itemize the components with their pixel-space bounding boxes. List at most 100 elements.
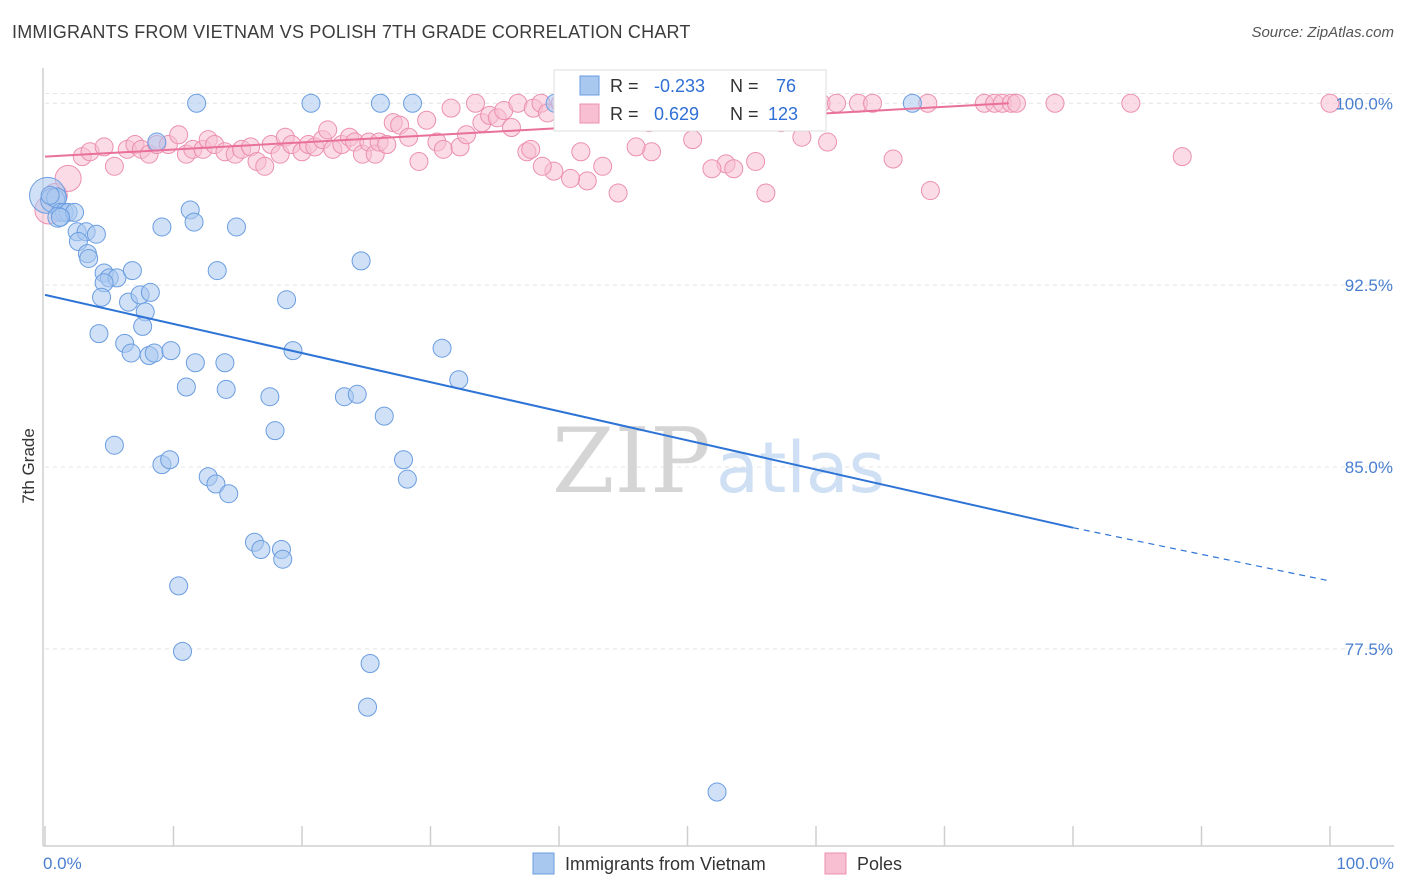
poles-point-92 — [863, 93, 883, 113]
poles-point-49 — [433, 139, 453, 159]
vietnam-point-45 — [374, 406, 394, 426]
poles-point-119 — [702, 159, 722, 179]
vietnam-point-44 — [347, 384, 367, 404]
vietnam-point-29 — [144, 343, 164, 363]
poles-point-111 — [920, 181, 940, 201]
poles-point-113 — [532, 156, 552, 176]
poles-point-100 — [1121, 93, 1141, 113]
watermark-zip: ZIP — [552, 409, 711, 514]
poles-point-33 — [318, 120, 338, 140]
poles-point-109 — [756, 183, 776, 203]
legend-r-label-pink: R = — [610, 104, 639, 124]
poles-point-13 — [169, 125, 189, 145]
poles-point-98 — [1006, 93, 1026, 113]
grid-lines — [45, 93, 1392, 650]
x-tick-label-100: 100.0% — [1336, 854, 1394, 873]
poles-point-6 — [104, 156, 124, 176]
vietnam-point-19 — [92, 287, 112, 307]
poles-point-42 — [377, 134, 397, 154]
vietnam-point-27 — [121, 343, 141, 363]
chart-source: Source: ZipAtlas.com — [1251, 24, 1394, 41]
bottom-legend-swatch-poles — [824, 852, 847, 875]
poles-trendline — [44, 102, 1009, 158]
poles-point-52 — [456, 125, 476, 145]
vietnam-point-73 — [147, 132, 167, 152]
vietnam-point-48 — [397, 469, 417, 489]
bottom-legend-swatch-vietnam — [532, 852, 555, 875]
vietnam-point-47 — [394, 450, 414, 470]
vietnam-point-32 — [215, 353, 235, 373]
legend-r-label-blue: R = — [610, 76, 639, 96]
legend-swatch-pink — [579, 103, 600, 124]
vietnam-point-61 — [273, 549, 293, 569]
vietnam-point-34 — [216, 379, 236, 399]
y-axis-title: 7th Grade — [19, 428, 38, 504]
poles-point-50 — [441, 98, 461, 118]
vietnam-point-75 — [40, 185, 60, 205]
vietnam-point-50 — [449, 370, 469, 390]
vietnam-point-49 — [432, 338, 452, 358]
y-tick-label-1: 92.5% — [1345, 276, 1393, 295]
vietnam-point-36 — [184, 212, 204, 232]
vietnam-point-74 — [50, 207, 70, 227]
vietnam-point-13 — [79, 248, 99, 268]
vietnam-point-17 — [122, 261, 142, 281]
vietnam-point-66 — [707, 782, 727, 802]
vietnam-point-22 — [140, 282, 160, 302]
poles-point-53 — [465, 93, 485, 113]
vietnam-point-59 — [251, 539, 271, 559]
poles-point-118 — [683, 130, 703, 150]
vietnam-trendline-extension — [1072, 527, 1331, 582]
vietnam-point-37 — [152, 217, 172, 237]
stats-legend: R = -0.233 N = 76 R = 0.629 N = 123 — [553, 69, 827, 132]
legend-n-value-pink: 123 — [768, 104, 798, 124]
legend-r-value-pink: 0.629 — [654, 104, 699, 124]
poles-point-107 — [724, 159, 744, 179]
vietnam-point-64 — [360, 653, 380, 673]
poles-point-114 — [561, 168, 581, 188]
poles-point-122 — [818, 132, 838, 152]
poles-point-47 — [417, 110, 437, 130]
poles-point-115 — [571, 142, 591, 162]
poles-point-112 — [521, 139, 541, 159]
watermark: ZIP atlas — [552, 409, 885, 514]
vietnam-point-25 — [89, 324, 109, 344]
legend-n-value-blue: 76 — [776, 76, 796, 96]
vietnam-point-40 — [277, 290, 297, 310]
poles-point-117 — [626, 137, 646, 157]
y-tick-label-3: 77.5% — [1345, 640, 1393, 659]
vietnam-point-54 — [160, 450, 180, 470]
poles-point-116 — [593, 156, 613, 176]
vietnam-point-56 — [206, 474, 226, 494]
poles-point-99 — [1045, 93, 1065, 113]
vietnam-point-51 — [351, 251, 371, 271]
vietnam-point-31 — [185, 353, 205, 373]
legend-n-label-pink: N = — [730, 104, 759, 124]
vietnam-point-68 — [301, 93, 321, 113]
y-tick-label-2: 85.0% — [1345, 458, 1393, 477]
poles-point-103 — [577, 171, 597, 191]
chart-title: IMMIGRANTS FROM VIETNAM VS POLISH 7TH GR… — [12, 22, 691, 42]
vietnam-point-69 — [370, 93, 390, 113]
y-tick-labels: 100.0% 92.5% 85.0% 77.5% — [1335, 94, 1393, 659]
vietnam-point-24 — [133, 316, 153, 336]
legend-r-value-blue: -0.233 — [654, 76, 705, 96]
poles-point-90 — [827, 93, 847, 113]
vietnam-point-33 — [176, 377, 196, 397]
poles-point-24 — [255, 156, 275, 176]
y-tick-label-0: 100.0% — [1335, 94, 1393, 113]
poles-point-108 — [746, 151, 766, 171]
poles-point-58 — [501, 118, 521, 138]
bottom-legend-label-poles: Poles — [857, 854, 902, 874]
bottom-legend-label-vietnam: Immigrants from Vietnam — [565, 854, 766, 874]
vietnam-point-46 — [265, 421, 285, 441]
vietnam-points — [29, 93, 922, 802]
vietnam-point-38 — [226, 217, 246, 237]
vietnam-point-67 — [187, 93, 207, 113]
vietnam-point-62 — [169, 576, 189, 596]
vietnam-point-57 — [219, 484, 239, 504]
vietnam-point-65 — [358, 697, 378, 717]
legend-n-label-blue: N = — [730, 76, 759, 96]
vietnam-point-70 — [403, 93, 423, 113]
